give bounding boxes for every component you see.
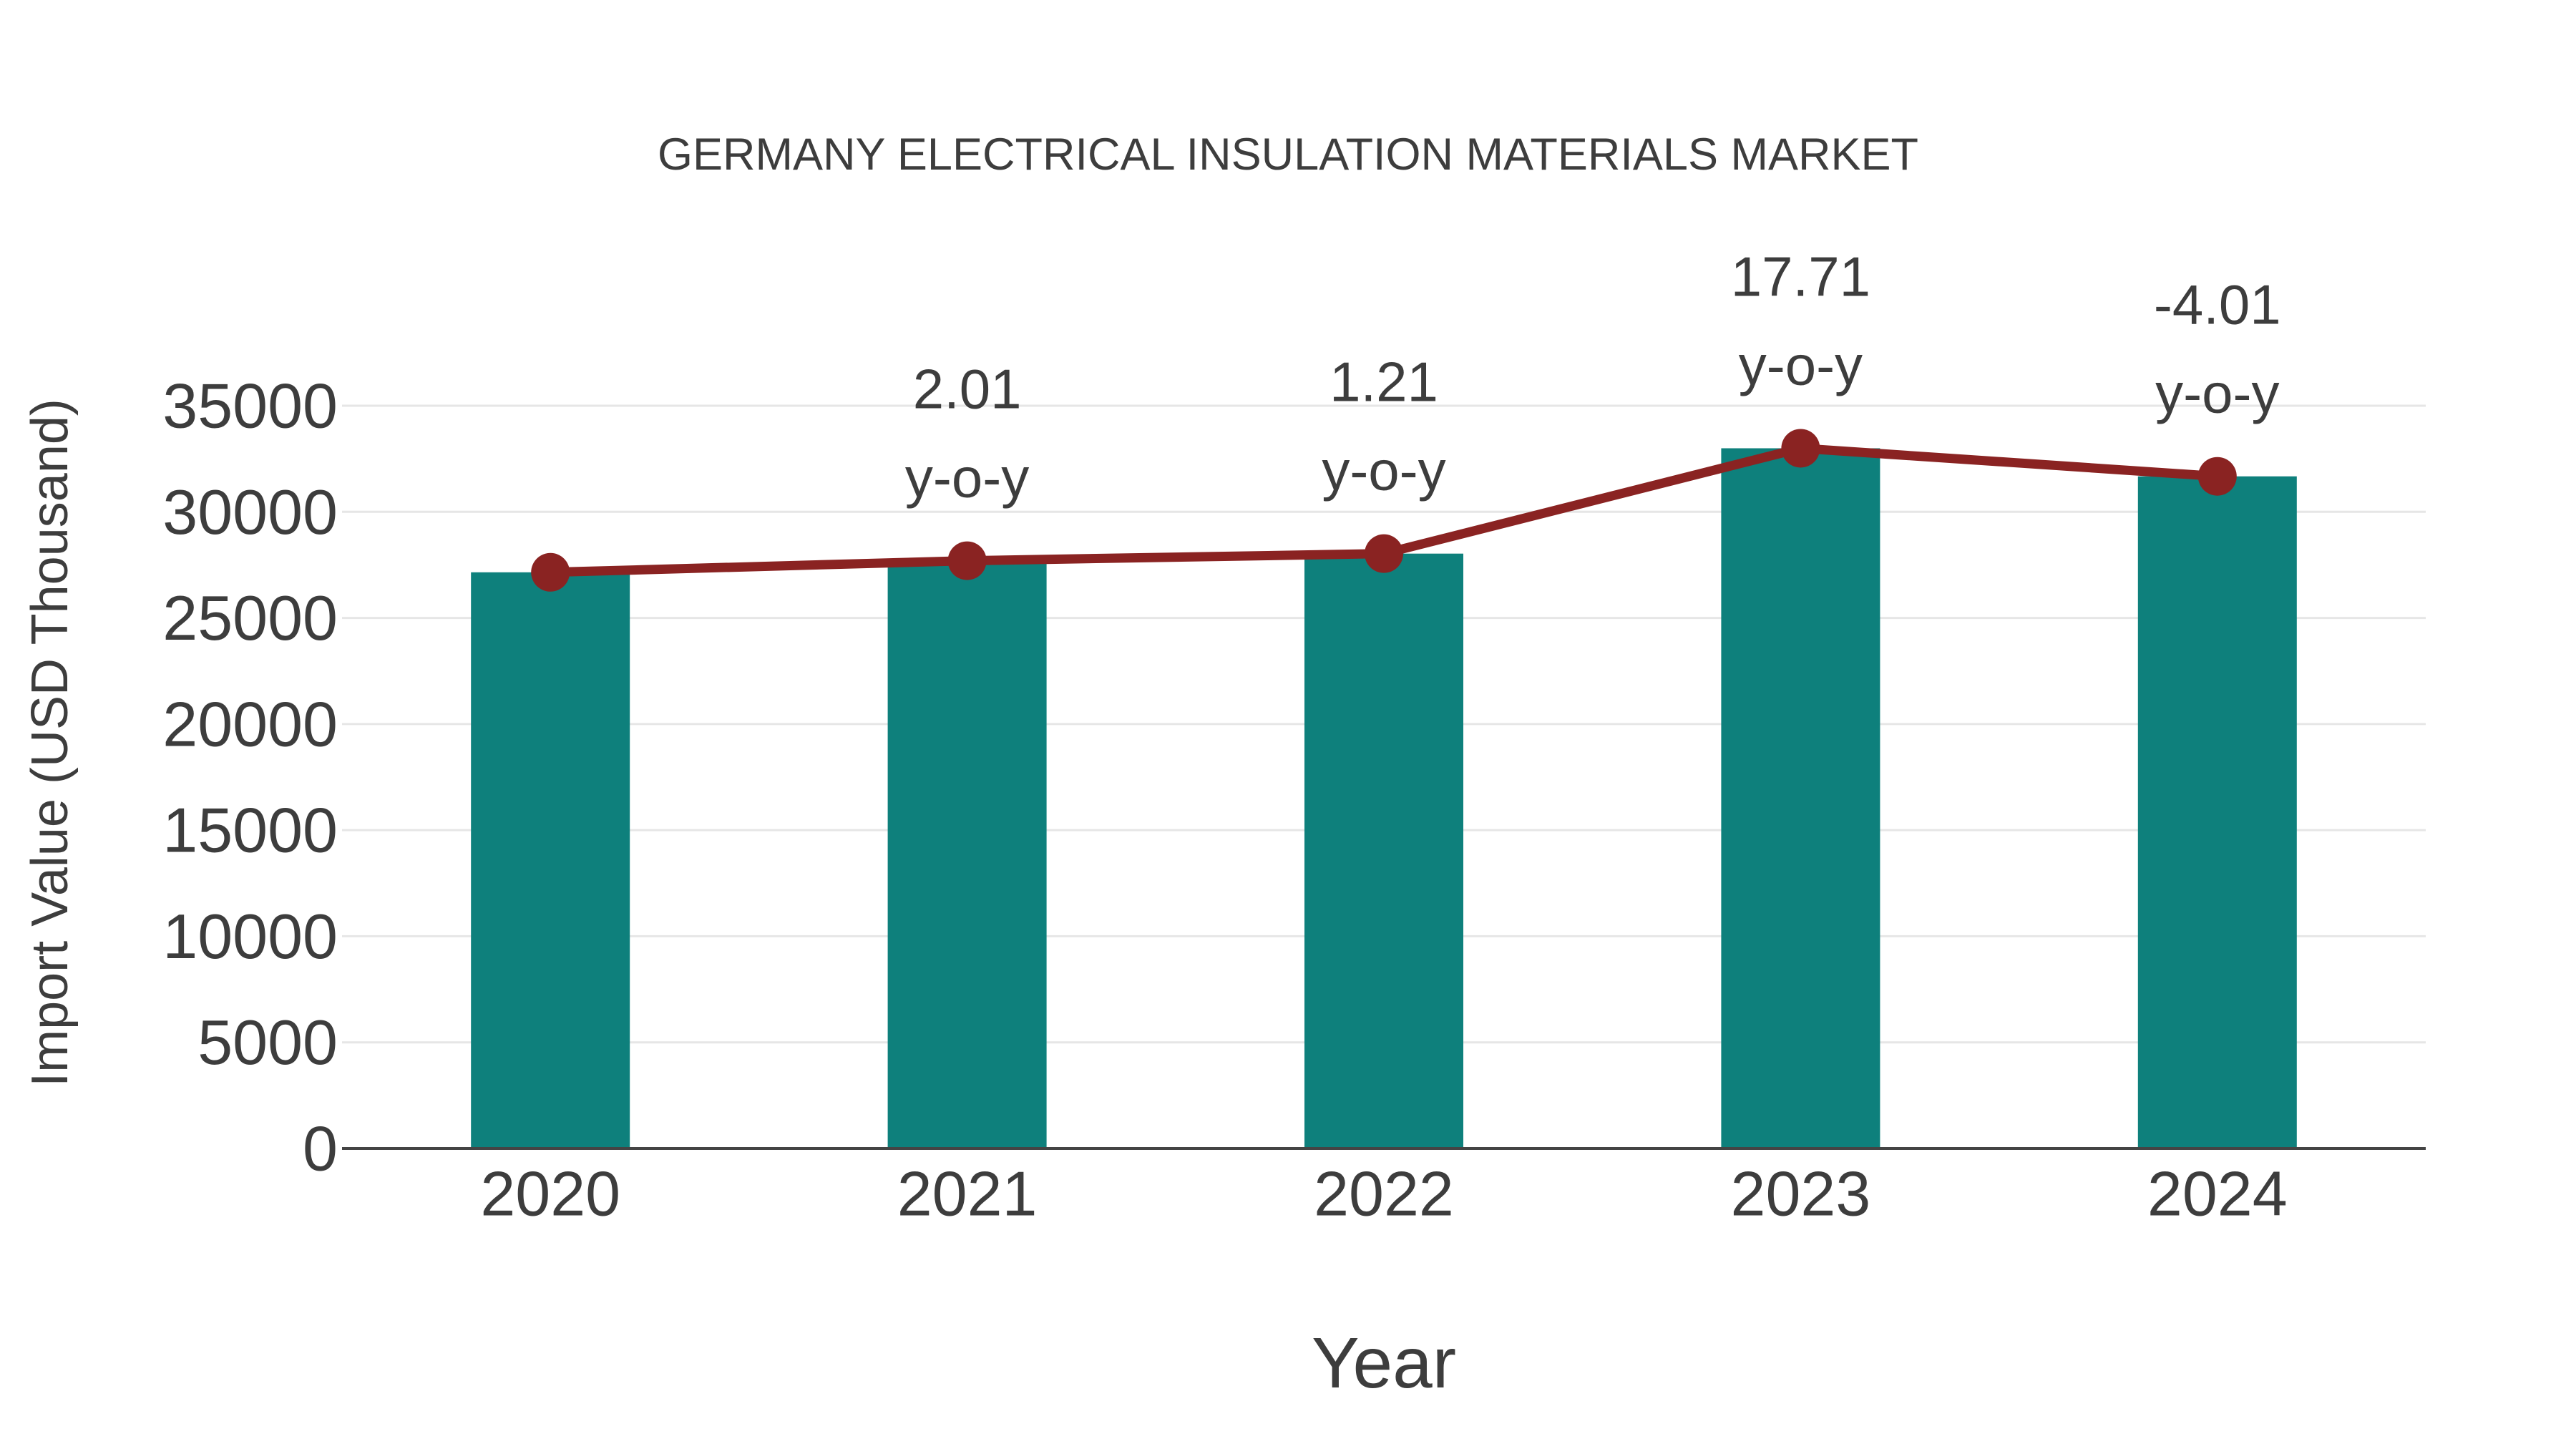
bars-group xyxy=(471,448,2297,1148)
trend-point-2023 xyxy=(1781,429,1820,468)
annotation-suffix-2024: y-o-y xyxy=(2155,362,2279,425)
x-axis-title: Year xyxy=(1312,1323,1456,1403)
bar-2020 xyxy=(471,572,630,1148)
chart-title: GERMANY ELECTRICAL INSULATION MATERIALS … xyxy=(658,130,1918,180)
y-tick-label-20000: 20000 xyxy=(162,688,338,759)
annotations-group: 2.01 y-o-y 1.21 y-o-y 17.71 y-o-y -4.01 y-o-y xyxy=(905,245,2281,509)
y-tick-label-25000: 25000 xyxy=(162,582,338,653)
y-tick-label-5000: 5000 xyxy=(197,1007,338,1078)
tick-labels-group: 0 5000 10000 15000 20000 25000 30000 35000 2020 2… xyxy=(162,371,2287,1229)
trend-point-2020 xyxy=(531,552,570,592)
trend-point-2021 xyxy=(947,541,987,580)
trend-point-2022 xyxy=(1365,534,1403,573)
annotation-value-2022: 1.21 xyxy=(1330,351,1438,414)
y-axis-title: Import Value (USD Thousand) xyxy=(21,399,79,1087)
annotation-value-2023: 17.71 xyxy=(1731,245,1870,308)
y-tick-label-0: 0 xyxy=(303,1113,338,1184)
trend-point-2024 xyxy=(2197,457,2237,496)
x-tick-label-2022: 2022 xyxy=(1314,1158,1454,1229)
x-tick-label-2024: 2024 xyxy=(2147,1158,2288,1229)
bar-2024 xyxy=(2137,476,2297,1148)
bar-2022 xyxy=(1304,553,1463,1148)
annotation-value-2021: 2.01 xyxy=(913,358,1022,421)
y-tick-label-15000: 15000 xyxy=(162,795,338,866)
x-tick-label-2020: 2020 xyxy=(480,1158,620,1229)
x-tick-label-2023: 2023 xyxy=(1731,1158,1871,1229)
annotation-value-2024: -4.01 xyxy=(2154,273,2281,336)
trend-line-group xyxy=(531,429,2237,592)
y-tick-label-30000: 30000 xyxy=(162,477,338,547)
x-tick-label-2021: 2021 xyxy=(897,1158,1038,1229)
annotation-suffix-2023: y-o-y xyxy=(1739,333,1863,396)
y-tick-label-10000: 10000 xyxy=(162,901,338,972)
bar-2021 xyxy=(887,560,1047,1148)
annotation-suffix-2021: y-o-y xyxy=(905,447,1029,509)
bar-2023 xyxy=(1721,448,1880,1148)
annotation-suffix-2022: y-o-y xyxy=(1322,439,1445,502)
y-tick-label-35000: 35000 xyxy=(162,371,338,441)
